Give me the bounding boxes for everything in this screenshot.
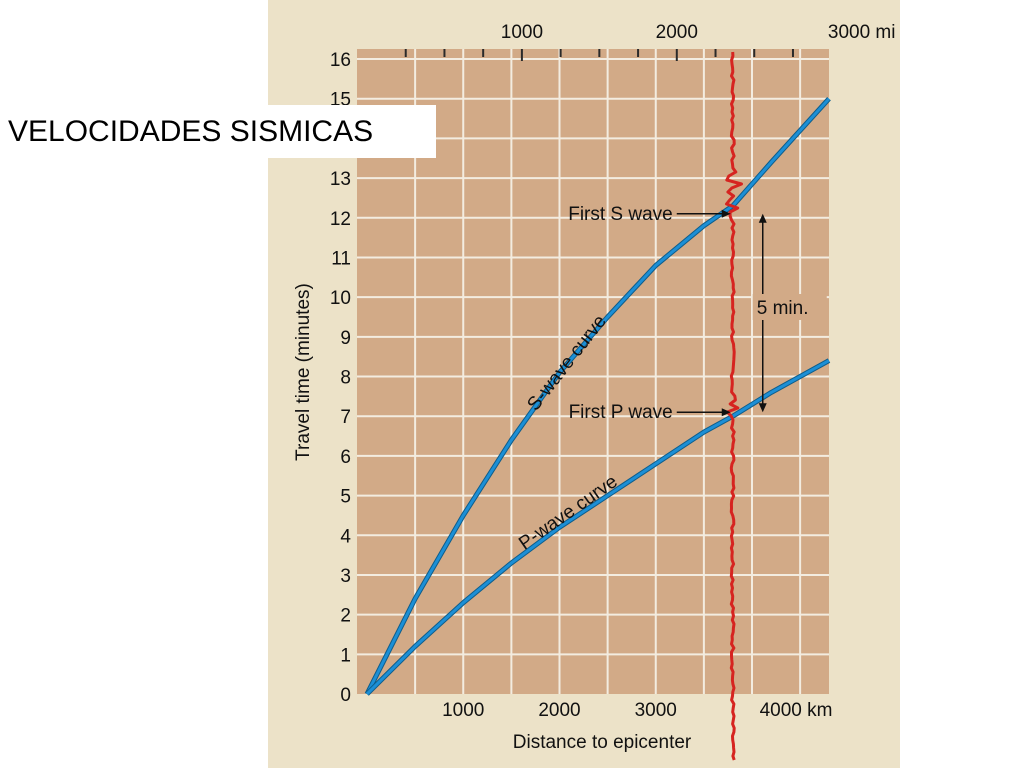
first-p-wave-label: First P wave	[569, 402, 673, 423]
arrival-arrowhead	[721, 209, 731, 218]
y-tick-label: 10	[330, 288, 351, 309]
interval-arrowhead-top	[758, 213, 767, 223]
x-tick-label: 4000 km	[760, 700, 833, 721]
seismogram-trace	[725, 51, 743, 761]
y-tick-label: 11	[331, 248, 351, 269]
interval-label: 5 min.	[757, 298, 809, 319]
seismogram	[725, 51, 743, 761]
y-tick-label: 2	[340, 606, 351, 627]
p-wave-curve	[365, 359, 830, 696]
first-s-wave-label: First S wave	[568, 204, 673, 225]
y-axis-label: Travel time (minutes)	[293, 283, 314, 461]
interval-label-bg	[752, 294, 827, 320]
arrival-arrowhead	[721, 408, 731, 417]
annotations: First S wave First P wave 5 min.	[568, 204, 827, 423]
x-axis-label: Distance to epicenter	[513, 732, 692, 753]
y-tick-label: 5	[340, 487, 351, 508]
x-tick-label: 2000	[538, 700, 580, 721]
top-tick-label: 2000	[656, 22, 698, 43]
x-tick-label: 1000	[442, 700, 484, 721]
y-tick-label: 7	[340, 407, 351, 428]
y-tick-label: 16	[330, 50, 351, 71]
y-tick-label: 4	[340, 526, 351, 547]
interval-arrowhead-bottom	[758, 403, 767, 413]
slide-title: VELOCIDADES SISMICAS	[0, 105, 436, 158]
top-tick-label: 1000	[501, 22, 543, 43]
top-tick-label: 3000 mi	[828, 22, 896, 43]
y-tick-label: 13	[330, 169, 351, 190]
y-tick-label: 0	[340, 685, 351, 706]
y-tick-label: 6	[340, 447, 351, 468]
grid	[357, 49, 829, 694]
y-tick-label: 12	[330, 209, 351, 230]
y-tick-label: 3	[340, 566, 351, 587]
s-wave-curve	[365, 97, 831, 695]
x-tick-label: 3000	[635, 700, 677, 721]
y-tick-label: 1	[340, 645, 351, 666]
y-tick-label: 8	[340, 368, 351, 389]
y-tick-label: 9	[340, 328, 351, 349]
axis-ticks: 0123456789101112131415161000200030004000…	[330, 22, 896, 721]
